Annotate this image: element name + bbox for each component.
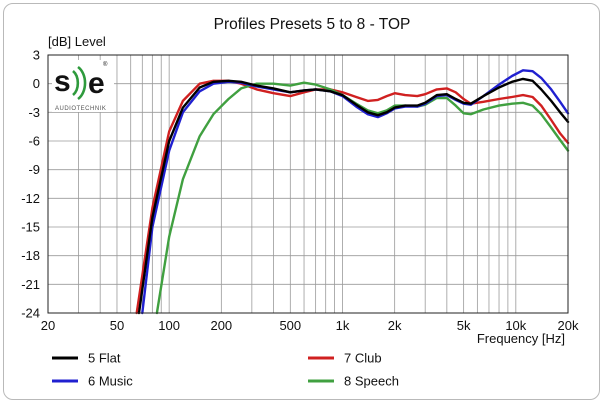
legend-label-3: 8 Speech bbox=[344, 374, 399, 389]
se-audiotechnik-logo: s e ® AUDIOTECHNIK bbox=[52, 60, 114, 112]
plot-border bbox=[47, 54, 569, 314]
x-tick-label-4: 500 bbox=[279, 318, 301, 333]
x-tick-label-1: 50 bbox=[110, 318, 124, 333]
logo-registered-mark: ® bbox=[103, 61, 108, 68]
y-tick-label-3: -6 bbox=[28, 134, 40, 149]
y-tick-labels: 3 0 -3 -6 -9 -12 -15 -18 -21 -24 bbox=[21, 48, 40, 321]
x-tick-label-0: 20 bbox=[41, 318, 55, 333]
legend-label-0: 5 Flat bbox=[88, 351, 121, 366]
x-tick-label-7: 5k bbox=[457, 318, 471, 333]
chart-title: Profiles Presets 5 to 8 - TOP bbox=[214, 16, 411, 33]
legend-label-2: 7 Club bbox=[344, 351, 382, 366]
y-tick-label-2: -3 bbox=[28, 105, 40, 120]
y-tick-label-6: -15 bbox=[21, 220, 40, 235]
x-tick-label-2: 100 bbox=[158, 318, 180, 333]
x-tick-label-8: 10k bbox=[505, 318, 526, 333]
y-tick-label-4: -9 bbox=[28, 162, 40, 177]
logo-letter-e: e bbox=[88, 67, 105, 100]
series-line-0 bbox=[137, 77, 570, 315]
logo-letter-s: s bbox=[54, 65, 71, 98]
series-line-3 bbox=[155, 81, 570, 315]
x-tick-labels: 20 50 100 200 500 1k 2k 5k 10k 20k bbox=[41, 318, 579, 333]
x-tick-label-9: 20k bbox=[558, 318, 579, 333]
x-axis-label: Frequency [Hz] bbox=[477, 331, 565, 346]
y-tick-label-1: 0 bbox=[33, 76, 40, 91]
logo-wave-icon bbox=[72, 70, 80, 96]
y-tick-label-7: -18 bbox=[21, 248, 40, 263]
x-tick-label-6: 2k bbox=[388, 318, 402, 333]
y-tick-label-0: 3 bbox=[33, 48, 40, 63]
x-tick-label-3: 200 bbox=[210, 318, 232, 333]
x-tick-label-5: 1k bbox=[336, 318, 350, 333]
y-tick-label-8: -21 bbox=[21, 277, 40, 292]
series-lines bbox=[135, 69, 570, 315]
legend: 5 Flat 6 Music 7 Club 8 Speech bbox=[52, 351, 399, 389]
y-axis-label: [dB] Level bbox=[48, 34, 106, 49]
y-tick-label-9: -24 bbox=[21, 306, 40, 321]
legend-label-1: 6 Music bbox=[88, 374, 133, 389]
logo-subtitle: AUDIOTECHNIK bbox=[55, 106, 106, 112]
grid bbox=[47, 54, 569, 314]
y-tick-label-5: -12 bbox=[21, 191, 40, 206]
